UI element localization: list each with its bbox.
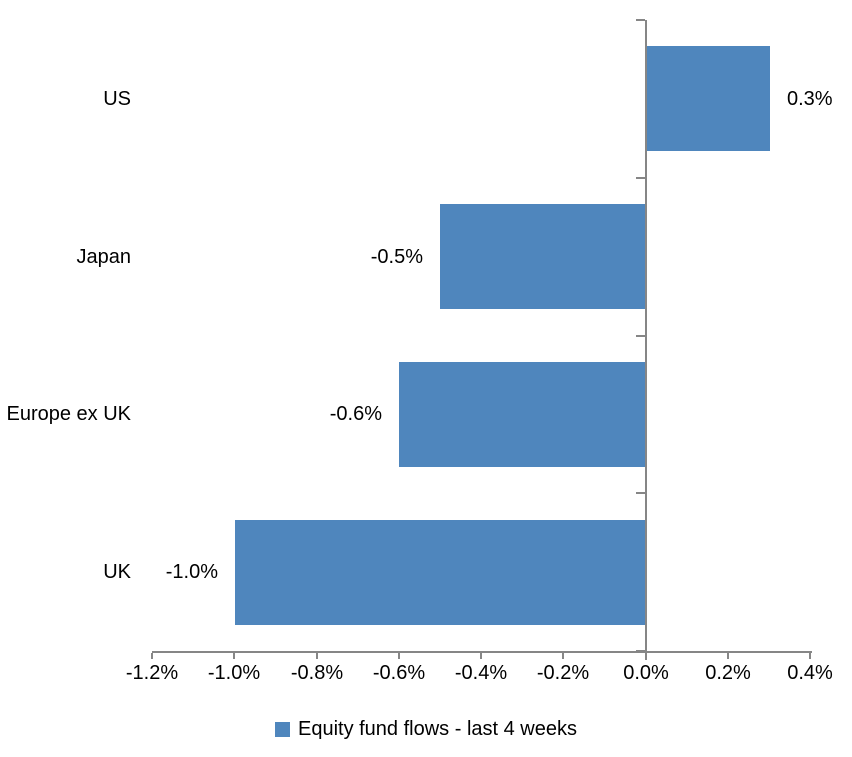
category-label: US [103, 88, 131, 110]
category-tick [636, 492, 645, 494]
legend-label: Equity fund flows - last 4 weeks [297, 718, 577, 740]
bar-data-label: 0.3% [787, 88, 833, 110]
x-tick [562, 653, 564, 659]
legend: Equity fund flows - last 4 weeks [0, 718, 852, 741]
legend-swatch-icon [274, 722, 290, 737]
x-tick-label: -0.6% [372, 662, 426, 684]
bar [647, 46, 770, 151]
x-tick [809, 653, 811, 659]
x-tick-label: -0.4% [454, 662, 508, 684]
category-tick [636, 19, 645, 21]
bar [235, 520, 646, 625]
x-tick-label: 0.2% [705, 662, 751, 684]
bar [440, 204, 646, 309]
x-tick-label: -0.8% [290, 662, 344, 684]
x-tick [398, 653, 400, 659]
category-axis-line [645, 20, 647, 660]
x-tick-label: -0.2% [536, 662, 590, 684]
category-tick [636, 650, 645, 652]
bar [399, 362, 646, 467]
x-tick [151, 653, 153, 659]
bar-data-label: -0.6% [329, 403, 382, 425]
category-label: Europe ex UK [6, 403, 131, 425]
category-tick [636, 177, 645, 179]
bar-data-label: -0.5% [370, 246, 423, 268]
x-tick [480, 653, 482, 659]
category-label: UK [103, 561, 131, 583]
bar-data-label: -1.0% [165, 561, 218, 583]
x-tick-label: 0.0% [623, 662, 669, 684]
x-tick-label: -1.2% [125, 662, 179, 684]
x-tick-label: -1.0% [207, 662, 261, 684]
value-axis-line [152, 651, 812, 653]
x-tick [316, 653, 318, 659]
category-tick [636, 335, 645, 337]
x-tick [233, 653, 235, 659]
x-tick-label: 0.4% [787, 662, 833, 684]
x-tick [727, 653, 729, 659]
category-label: Japan [76, 246, 132, 268]
